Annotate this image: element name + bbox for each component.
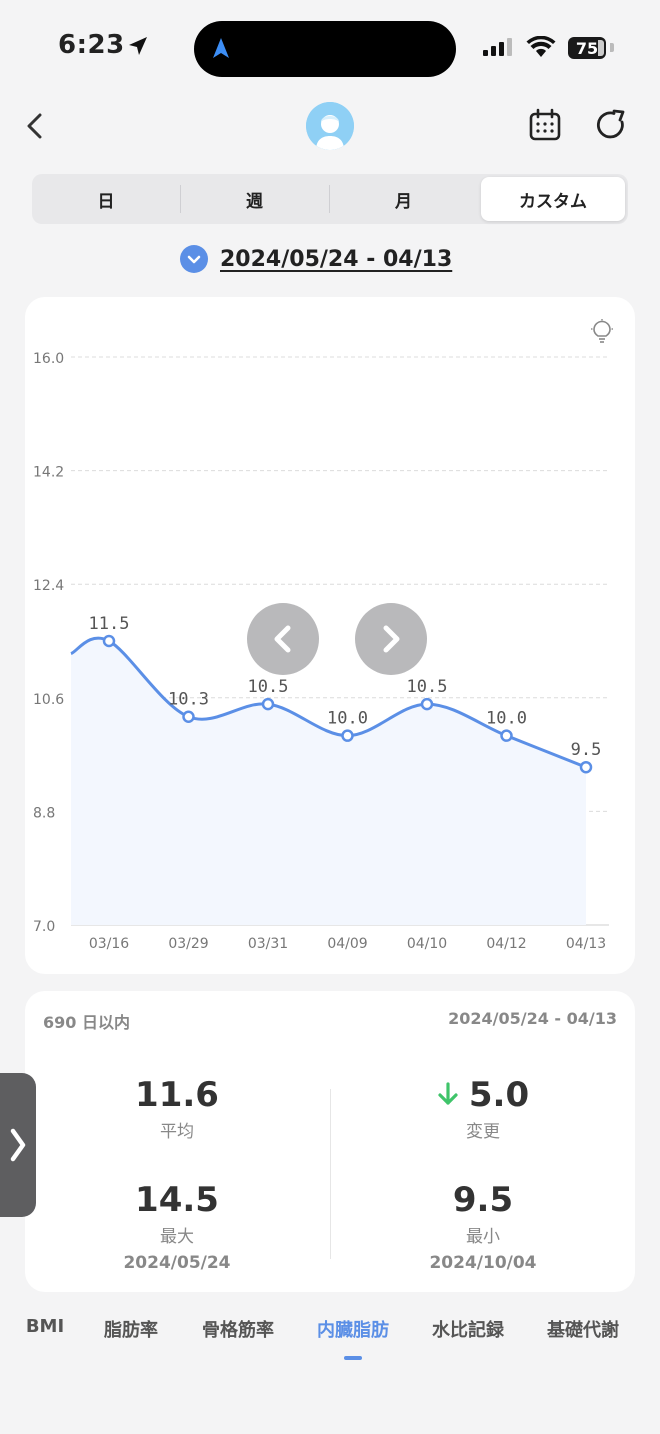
segment-week[interactable]: 週 xyxy=(246,191,263,212)
lightbulb-icon[interactable] xyxy=(590,319,614,345)
average-stat: 11.6 平均 xyxy=(47,1075,307,1142)
user-avatar-icon xyxy=(306,102,354,150)
battery-tip xyxy=(610,43,614,52)
data-label: 11.5 xyxy=(89,614,130,634)
max-date: 2024/05/24 xyxy=(123,1253,231,1273)
max-stat: 14.5 最大 2024/05/24 xyxy=(47,1180,307,1273)
segment-day[interactable]: 日 xyxy=(97,191,115,212)
battery-empty-segment xyxy=(598,40,604,56)
x-tick-label: 04/09 xyxy=(327,936,367,952)
max-label: 最大 xyxy=(160,1227,194,1247)
chevron-left-icon xyxy=(274,625,291,653)
x-tick-label: 04/13 xyxy=(566,936,606,952)
data-point xyxy=(420,697,434,711)
x-tick-label: 03/16 xyxy=(89,936,129,952)
series-line xyxy=(70,636,587,769)
data-point xyxy=(500,729,513,742)
segment-month[interactable]: 月 xyxy=(395,191,412,212)
status-time: 6:23 xyxy=(58,30,125,60)
stats-date-range: 2024/05/24 - 04/13 xyxy=(448,1009,617,1028)
side-drawer-handle[interactable] xyxy=(0,1073,36,1217)
wifi-icon xyxy=(526,36,556,57)
y-tick-label: 10.6 xyxy=(33,692,64,708)
statistics-card: 690 日以内 2024/05/24 - 04/13 11.6 平均 5.0 変… xyxy=(25,991,635,1292)
data-label: 10.0 xyxy=(486,709,527,729)
tab-basal-metabolism[interactable]: 基礎代謝 xyxy=(547,1320,619,1341)
chart-card: 16.0 14.2 12.4 10.6 8.8 7.0 11.5 03/16 10.3 03/29… xyxy=(25,297,635,974)
x-tick-label: 03/31 xyxy=(248,936,288,952)
arrow-down-icon xyxy=(438,1081,458,1105)
cellular-signal-icon xyxy=(483,38,512,56)
y-tick-label: 16.0 xyxy=(33,351,64,367)
change-stat: 5.0 変更 xyxy=(353,1075,613,1142)
data-point xyxy=(102,634,116,648)
x-tick-label: 04/10 xyxy=(407,936,447,952)
change-label: 変更 xyxy=(466,1122,500,1142)
change-value-row: 5.0 xyxy=(353,1075,613,1115)
refresh-icon[interactable] xyxy=(594,108,628,142)
avatar[interactable] xyxy=(306,102,354,150)
stats-divider xyxy=(330,1089,331,1259)
series-area xyxy=(71,638,586,925)
data-label: 10.5 xyxy=(248,677,289,697)
tab-bmi[interactable]: BMI xyxy=(25,1316,65,1337)
period-segmented-control: 日 週 月 カスタム xyxy=(32,174,628,224)
x-tick-label: 04/12 xyxy=(486,936,526,952)
y-tick-label: 14.2 xyxy=(33,465,64,481)
calendar-icon[interactable] xyxy=(528,108,562,142)
data-point xyxy=(579,760,593,774)
data-label: 10.0 xyxy=(327,709,368,729)
segment-divider xyxy=(329,185,330,213)
data-label: 10.5 xyxy=(407,677,448,697)
battery-indicator: 75 xyxy=(568,37,606,59)
dynamic-island xyxy=(194,21,456,77)
metric-tabs: BMI 脂肪率 骨格筋率 内臓脂肪 水比記録 基礎代謝 xyxy=(0,1316,660,1366)
y-tick-label: 8.8 xyxy=(33,805,55,821)
max-value: 14.5 xyxy=(135,1180,219,1220)
navigation-icon xyxy=(213,38,229,58)
min-value: 9.5 xyxy=(452,1180,514,1220)
y-tick-label: 7.0 xyxy=(33,919,55,935)
previous-period-button[interactable] xyxy=(247,603,319,675)
status-bar: 6:23 75 xyxy=(0,0,660,96)
data-label: 10.3 xyxy=(168,690,209,710)
active-tab-indicator xyxy=(344,1356,362,1360)
x-tick-label: 03/29 xyxy=(168,936,208,952)
data-label: 9.5 xyxy=(571,740,602,760)
change-value: 5.0 xyxy=(468,1075,530,1115)
segment-divider xyxy=(180,185,181,213)
y-tick-label: 12.4 xyxy=(33,578,64,594)
back-chevron-icon[interactable] xyxy=(20,110,52,142)
chevron-right-icon xyxy=(10,1128,26,1162)
average-value: 11.6 xyxy=(135,1075,219,1115)
chevron-right-icon xyxy=(383,625,400,653)
stats-period-days: 690 日以内 xyxy=(43,1013,130,1032)
visceral-fat-line-chart: 16.0 14.2 12.4 10.6 8.8 7.0 11.5 03/16 10.3 03/29… xyxy=(33,351,609,952)
tab-skeletal-muscle[interactable]: 骨格筋率 xyxy=(202,1320,274,1341)
date-range-selector[interactable]: 2024/05/24 - 04/13 xyxy=(180,242,452,276)
segment-custom[interactable]: カスタム xyxy=(481,177,625,221)
location-arrow-icon xyxy=(129,37,147,55)
average-label: 平均 xyxy=(160,1122,194,1142)
min-stat: 9.5 最小 2024/10/04 xyxy=(353,1180,613,1273)
tab-visceral-fat[interactable]: 内臓脂肪 xyxy=(317,1320,389,1341)
min-date: 2024/10/04 xyxy=(429,1253,537,1273)
min-label: 最小 xyxy=(466,1227,500,1247)
data-point xyxy=(341,729,354,742)
data-point xyxy=(261,697,275,711)
date-range-label[interactable]: 2024/05/24 - 04/13 xyxy=(220,246,453,272)
next-period-button[interactable] xyxy=(355,603,427,675)
battery-level: 75 xyxy=(575,38,599,58)
tab-water-ratio[interactable]: 水比記録 xyxy=(432,1320,504,1341)
chevron-down-icon[interactable] xyxy=(180,245,208,273)
data-point xyxy=(182,710,195,723)
tab-body-fat[interactable]: 脂肪率 xyxy=(104,1320,158,1341)
